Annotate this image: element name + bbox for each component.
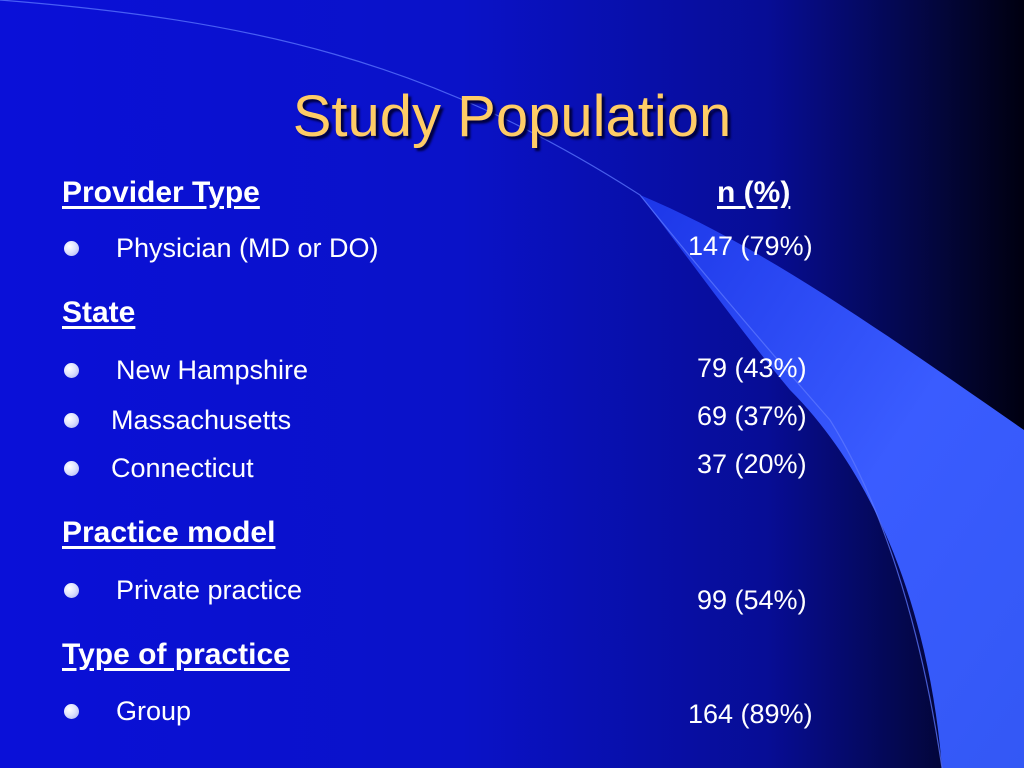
list-item: Massachusetts [64, 405, 291, 435]
item-label: Private practice [116, 574, 303, 605]
slide-title: Study Population [292, 84, 732, 149]
item-value: 37 (20%) [697, 449, 807, 479]
list-item: Connecticut [64, 453, 254, 483]
item-value: 79 (43%) [697, 353, 807, 383]
list-item: Physician (MD or DO) [64, 233, 379, 263]
item-value: 147 (79%) [688, 231, 813, 261]
section-heading-practice-model: Practice model [62, 516, 276, 549]
bullet-icon [64, 703, 79, 719]
bullet-icon [64, 582, 79, 598]
list-item: Group [64, 696, 191, 726]
item-label: New Hampshire [116, 354, 309, 385]
item-value: 99 (54%) [697, 585, 807, 615]
item-label: Physician (MD or DO) [116, 232, 379, 263]
section-heading-provider-type: Provider Type [62, 176, 260, 209]
bullet-icon [64, 412, 79, 428]
section-heading-type-of-practice: Type of practice [62, 638, 290, 671]
item-label: Group [116, 695, 192, 726]
list-item: New Hampshire [64, 355, 308, 385]
list-item: Private practice [64, 575, 302, 605]
column-header-n-percent: n (%) [717, 176, 791, 209]
section-heading-state: State [62, 296, 136, 329]
bullet-icon [64, 240, 79, 256]
item-label: Massachusetts [111, 404, 292, 435]
item-value: 164 (89%) [688, 699, 813, 729]
item-label: Connecticut [111, 452, 254, 483]
bullet-icon [64, 362, 79, 378]
item-value: 69 (37%) [697, 401, 807, 431]
bullet-icon [64, 460, 79, 476]
